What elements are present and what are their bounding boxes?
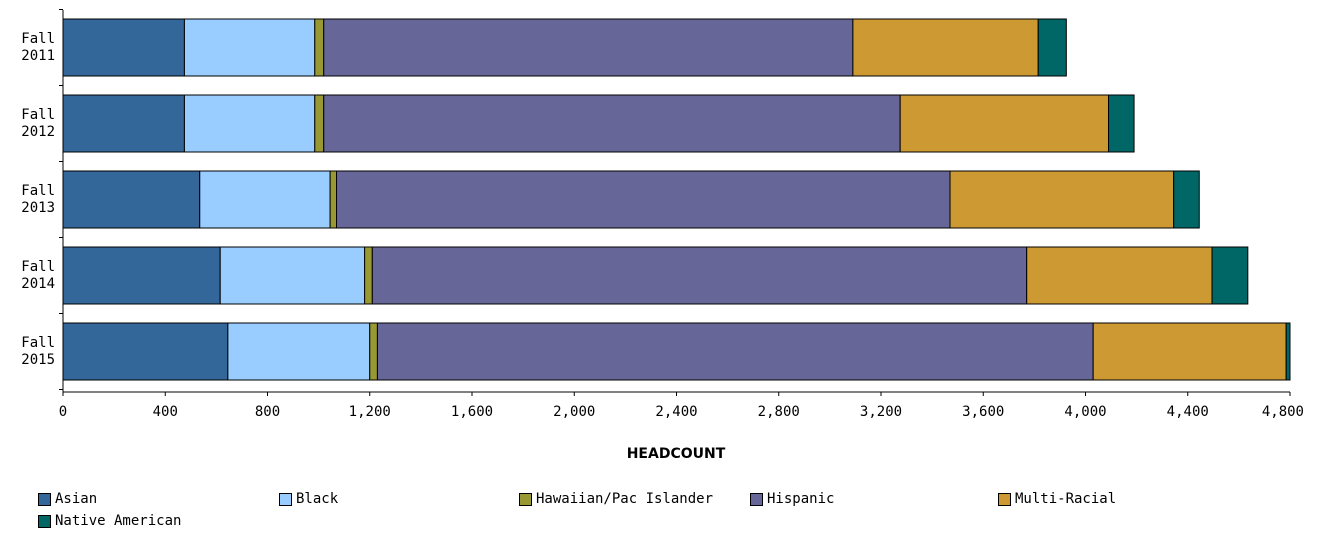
x-tick-label: 2,000 bbox=[553, 404, 595, 420]
x-tick-label: 4,000 bbox=[1064, 404, 1106, 420]
bar-segment-black-1 bbox=[183, 94, 316, 153]
legend-item-asian: Asian bbox=[38, 489, 97, 509]
x-tick-label: 2,800 bbox=[758, 404, 800, 420]
legend-item-native-american: Native American bbox=[38, 511, 181, 531]
x-tick-label: 1,600 bbox=[451, 404, 493, 420]
category-label: Fall 2012 bbox=[21, 107, 55, 140]
bar-segment-black-0 bbox=[183, 18, 316, 77]
legend-swatch bbox=[750, 492, 763, 506]
legend-label: Multi-Racial bbox=[1015, 491, 1117, 507]
category-label: Fall 2013 bbox=[21, 183, 55, 216]
legend-label: Hispanic bbox=[767, 491, 835, 507]
x-tick-label: 0 bbox=[59, 404, 67, 420]
bar-segment-native-american-1 bbox=[1108, 94, 1135, 153]
bar-segment-native-american-3 bbox=[1211, 246, 1249, 305]
bar-segment-hispanic-4 bbox=[376, 322, 1094, 381]
category-label: Fall 2015 bbox=[21, 335, 55, 368]
bar-segment-asian-1 bbox=[62, 94, 185, 153]
x-axis-title: HEADCOUNT bbox=[627, 446, 726, 462]
bar-segment-multi-racial-4 bbox=[1092, 322, 1287, 381]
category-labels: Fall 2011 Fall 2012 Fall 2013 Fall 2014 Fall 2015 bbox=[21, 31, 55, 368]
x-tick-label: 3,600 bbox=[962, 404, 1004, 420]
bar-segment-hawaiian-pac-islander-2 bbox=[329, 170, 338, 229]
legend-label: Hawaiian/Pac Islander bbox=[536, 491, 714, 507]
bar-segment-hispanic-0 bbox=[323, 18, 854, 77]
legend-item-black: Black bbox=[279, 489, 338, 509]
x-tick-label: 4,400 bbox=[1167, 404, 1209, 420]
bar-segment-native-american-2 bbox=[1173, 170, 1200, 229]
legend-swatch bbox=[998, 492, 1011, 506]
legend-item-hawaiian-pac-islander: Hawaiian/Pac Islander bbox=[519, 489, 713, 509]
bar-segment-hawaiian-pac-islander-3 bbox=[364, 246, 373, 305]
bar-segment-hawaiian-pac-islander-4 bbox=[369, 322, 378, 381]
bar-segment-black-2 bbox=[199, 170, 331, 229]
bar-segment-asian-0 bbox=[62, 18, 185, 77]
legend-label: Asian bbox=[55, 491, 98, 507]
legend-label: Native American bbox=[55, 513, 182, 529]
bar-segment-asian-4 bbox=[62, 322, 229, 381]
bar-segment-hispanic-2 bbox=[336, 170, 951, 229]
legend-item-hispanic: Hispanic bbox=[750, 489, 834, 509]
category-label: Fall 2011 bbox=[21, 31, 55, 64]
bar-segment-black-3 bbox=[219, 246, 366, 305]
bar-segment-multi-racial-1 bbox=[899, 94, 1110, 153]
bar-segment-multi-racial-0 bbox=[852, 18, 1039, 77]
bar-segment-hawaiian-pac-islander-0 bbox=[314, 18, 325, 77]
x-tick-label: 1,200 bbox=[349, 404, 391, 420]
bars-group bbox=[62, 18, 1291, 381]
legend-item-multi-racial: Multi-Racial bbox=[998, 489, 1116, 509]
x-tick-label: 3,200 bbox=[860, 404, 902, 420]
bar-segment-asian-2 bbox=[62, 170, 201, 229]
x-ticks: 0 400 800 1,200 1,600 2,000 2,400 2,800 3,200 3,6… bbox=[59, 392, 1304, 420]
x-tick-label: 800 bbox=[255, 404, 280, 420]
legend-swatch bbox=[279, 492, 292, 506]
legend-swatch bbox=[38, 492, 51, 506]
bar-segment-native-american-0 bbox=[1037, 18, 1067, 77]
legend-swatch bbox=[38, 514, 51, 528]
bar-segment-black-4 bbox=[227, 322, 371, 381]
x-tick-label: 400 bbox=[153, 404, 178, 420]
bar-segment-multi-racial-2 bbox=[949, 170, 1175, 229]
x-tick-label: 4,800 bbox=[1262, 404, 1304, 420]
bar-segment-hispanic-1 bbox=[323, 94, 901, 153]
bar-segment-hispanic-3 bbox=[371, 246, 1028, 305]
bar-segment-asian-3 bbox=[62, 246, 221, 305]
bar-segment-native-american-4 bbox=[1285, 322, 1291, 381]
legend-swatch bbox=[519, 492, 532, 506]
bar-segment-multi-racial-3 bbox=[1026, 246, 1213, 305]
bar-segment-hawaiian-pac-islander-1 bbox=[314, 94, 325, 153]
category-label: Fall 2014 bbox=[21, 259, 55, 292]
legend-label: Black bbox=[296, 491, 339, 507]
x-tick-label: 2,400 bbox=[655, 404, 697, 420]
